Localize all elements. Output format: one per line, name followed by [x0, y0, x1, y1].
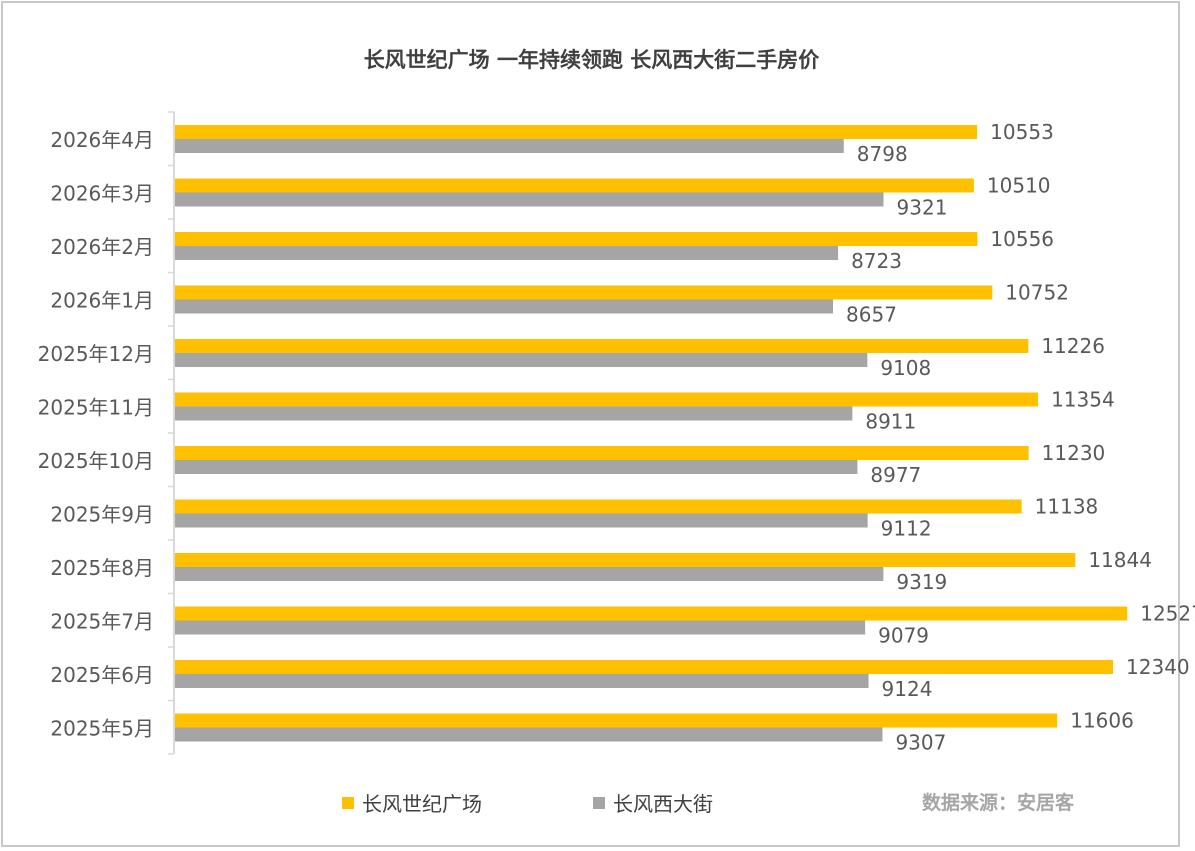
bar-series-b — [175, 246, 839, 260]
data-label-series-b: 8657 — [846, 303, 897, 327]
data-label-series-a: 11606 — [1070, 709, 1134, 733]
data-label-series-b: 9307 — [895, 731, 946, 755]
category-label: 2025年9月 — [50, 503, 154, 527]
data-label-series-b: 9321 — [897, 196, 948, 220]
category-label: 2026年1月 — [50, 289, 154, 313]
data-label-series-b: 8911 — [865, 410, 916, 434]
bar-series-a — [175, 392, 1039, 407]
data-label-series-b: 8798 — [857, 142, 908, 166]
bar-series-b — [175, 674, 869, 688]
bar-series-b — [175, 299, 834, 314]
data-label-series-b: 9124 — [882, 677, 933, 701]
bar-series-a — [175, 553, 1076, 567]
data-label-series-b: 9079 — [878, 624, 929, 648]
legend-swatch-series-b — [593, 796, 605, 809]
bar-series-b — [175, 620, 866, 635]
data-label-series-b: 8977 — [870, 463, 921, 487]
bar-series-a — [175, 660, 1114, 674]
data-label-series-b: 9108 — [880, 356, 931, 380]
data-label-series-a: 10556 — [990, 227, 1054, 251]
category-label: 2026年4月 — [50, 128, 154, 152]
legend-swatch-series-a — [342, 796, 354, 809]
bar-series-b — [175, 353, 868, 367]
data-label-series-a: 11226 — [1041, 334, 1105, 358]
data-label-series-a: 10510 — [987, 174, 1051, 198]
category-label: 2025年7月 — [50, 610, 154, 634]
bar-series-b — [175, 406, 853, 421]
chart-title: 长风世纪广场 一年持续领跑 长风西大街二手房价 — [363, 48, 820, 72]
data-label-series-a: 11230 — [1042, 441, 1106, 465]
bar-series-b — [175, 513, 868, 528]
data-label-series-a: 11138 — [1035, 495, 1099, 519]
source-note: 数据来源：安居客 — [922, 792, 1075, 814]
bar-series-a — [175, 339, 1029, 353]
bar-series-b — [175, 192, 884, 207]
bar-series-a — [175, 499, 1022, 514]
bar-series-a — [175, 606, 1128, 621]
data-label-series-a: 12340 — [1126, 655, 1190, 679]
data-label-series-a: 12527 — [1140, 602, 1195, 626]
bar-series-b — [175, 460, 858, 474]
bar-series-a — [175, 178, 974, 193]
bar-series-a — [175, 125, 978, 139]
bar-series-a — [175, 285, 993, 300]
data-label-series-a: 10752 — [1005, 281, 1069, 305]
category-label: 2025年6月 — [50, 663, 154, 687]
bar-series-a — [175, 446, 1029, 460]
data-label-series-a: 11354 — [1051, 388, 1115, 412]
data-label-series-a: 10553 — [990, 120, 1054, 144]
legend-label-series-b: 长风西大街 — [613, 792, 713, 816]
bar-series-b — [175, 727, 883, 742]
legend-item-series-b: 长风西大街 — [593, 788, 713, 817]
data-label-series-b: 9319 — [896, 570, 947, 594]
bar-series-a — [175, 713, 1058, 728]
category-label: 2025年11月 — [38, 396, 154, 420]
category-label: 2025年8月 — [50, 556, 154, 580]
bar-series-b — [175, 567, 884, 581]
bar-series-a — [175, 232, 978, 246]
category-label: 2026年3月 — [50, 182, 154, 206]
bar-series-b — [175, 139, 844, 153]
data-label-series-a: 11844 — [1088, 548, 1152, 572]
category-label: 2025年5月 — [50, 717, 154, 741]
data-label-series-b: 9112 — [881, 517, 932, 541]
legend-label-series-a: 长风世纪广场 — [362, 792, 482, 816]
category-label: 2025年12月 — [38, 342, 154, 366]
category-label: 2026年2月 — [50, 235, 154, 259]
category-label: 2025年10月 — [38, 449, 154, 473]
data-label-series-b: 8723 — [851, 249, 902, 273]
legend-item-series-a: 长风世纪广场 — [342, 788, 482, 817]
